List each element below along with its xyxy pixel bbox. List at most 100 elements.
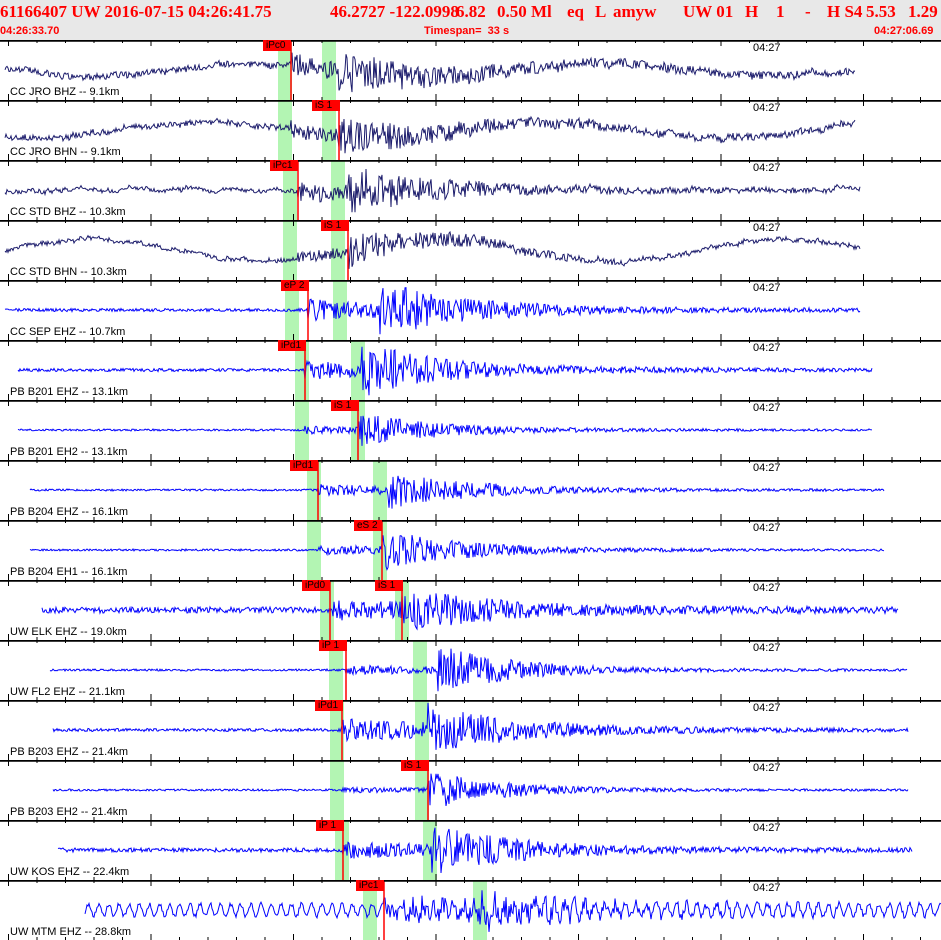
channel-trace-area xyxy=(0,820,941,880)
station-label: CC JRO BHZ -- 9.1km xyxy=(10,86,120,98)
event-network: UW 01 xyxy=(683,2,734,21)
pick-window xyxy=(285,280,299,340)
channel-trace-area xyxy=(0,880,941,940)
phase-pick-flag[interactable]: iPd1 xyxy=(315,700,343,711)
station-label: CC STD BHN -- 10.3km xyxy=(10,266,127,278)
event-type: eq xyxy=(567,2,584,21)
seismogram-panel[interactable]: 04:27 CC JRO BHZ -- 9.1km iPc0 04:27 CC JRO … xyxy=(0,40,941,940)
channel-row[interactable]: 04:27 PB B204 EH1 -- 16.1km eS 2 xyxy=(0,520,941,580)
event-id: 61166407 UW 2016-07-15 04:26:41.75 xyxy=(0,2,272,21)
event-flag: L xyxy=(595,2,607,21)
waveform xyxy=(49,648,908,692)
pick-window xyxy=(473,880,487,940)
channel-trace-area xyxy=(0,700,941,760)
channel-row[interactable]: 04:27 UW FL2 EHZ -- 21.1km iP 1 xyxy=(0,640,941,700)
phase-pick-flag[interactable]: iS 1 xyxy=(312,100,340,111)
phase-pick-flag[interactable]: iS 1 xyxy=(401,760,429,771)
event-field-2: 1 xyxy=(776,2,785,21)
channel-trace-area xyxy=(0,640,941,700)
phase-pick-flag[interactable]: iPd0 xyxy=(302,580,330,591)
channel-row[interactable]: 04:27 UW ELK EHZ -- 19.0km iPd0 iS 1 xyxy=(0,580,941,640)
channel-row[interactable]: 04:27 UW KOS EHZ -- 22.4km iP 1 xyxy=(0,820,941,880)
phase-pick-flag[interactable]: eP 2 xyxy=(281,280,309,291)
station-label: UW FL2 EHZ -- 21.1km xyxy=(10,686,125,698)
event-location: 46.2727 -122.0998 xyxy=(330,2,459,21)
phase-pick-flag[interactable]: iP 1 xyxy=(316,820,344,831)
waveform xyxy=(17,415,873,446)
phase-pick-flag[interactable]: iPc1 xyxy=(356,880,384,891)
pick-window xyxy=(322,100,336,160)
event-field-4: H S4 xyxy=(827,2,863,21)
end-time: 04:27:06.69 xyxy=(874,25,934,37)
minute-label: 04:27 xyxy=(753,282,781,294)
waveform xyxy=(29,475,885,509)
waveform xyxy=(52,702,909,750)
channel-row[interactable]: 04:27 PB B204 EHZ -- 16.1km iPd1 xyxy=(0,460,941,520)
minute-label: 04:27 xyxy=(753,402,781,414)
channel-row[interactable]: 04:27 CC SEP EHZ -- 10.7km eP 2 xyxy=(0,280,941,340)
channel-row[interactable]: 04:27 CC JRO BHN -- 9.1km iS 1 xyxy=(0,100,941,160)
channel-trace-area xyxy=(0,520,941,580)
phase-pick-flag[interactable]: iPd1 xyxy=(278,340,306,351)
pick-window xyxy=(373,460,387,520)
waveform xyxy=(4,230,861,269)
phase-pick-flag[interactable]: iS 1 xyxy=(321,220,349,231)
phase-pick-flag[interactable]: eS 2 xyxy=(354,520,382,531)
channel-trace-area xyxy=(0,160,941,220)
pick-window xyxy=(330,760,344,820)
pick-window xyxy=(373,520,387,580)
minute-label: 04:27 xyxy=(753,342,781,354)
station-label: PB B203 EHZ -- 21.4km xyxy=(10,746,128,758)
start-time: 04:26:33.70 xyxy=(0,25,60,37)
phase-pick-flag[interactable]: iPd1 xyxy=(290,460,318,471)
channel-trace-area xyxy=(0,760,941,820)
minute-label: 04:27 xyxy=(753,702,781,714)
phase-pick-flag[interactable]: iS 1 xyxy=(375,580,403,591)
phase-pick-flag[interactable]: iPc1 xyxy=(270,160,298,171)
station-label: PB B204 EHZ -- 16.1km xyxy=(10,506,128,518)
pick-window xyxy=(278,40,292,100)
event-header: 61166407 UW 2016-07-15 04:26:41.75 46.27… xyxy=(0,0,941,40)
waveform xyxy=(41,593,899,631)
channel-row[interactable]: 04:27 CC STD BHZ -- 10.3km iPc1 xyxy=(0,160,941,220)
pick-window xyxy=(413,640,427,700)
minute-label: 04:27 xyxy=(753,222,781,234)
station-label: PB B201 EH2 -- 13.1km xyxy=(10,446,128,458)
channel-row[interactable]: 04:27 PB B203 EH2 -- 21.4km iS 1 xyxy=(0,760,941,820)
channel-row[interactable]: 04:27 PB B201 EHZ -- 13.1km iPd1 xyxy=(0,340,941,400)
waveform xyxy=(57,827,913,874)
channel-row[interactable]: 04:27 CC STD BHN -- 10.3km iS 1 xyxy=(0,220,941,280)
minute-label: 04:27 xyxy=(753,582,781,594)
phase-pick-flag[interactable]: iP 1 xyxy=(319,640,347,651)
channel-row[interactable]: 04:27 UW MTM EHZ -- 28.8km iPc1 xyxy=(0,880,941,940)
station-label: UW ELK EHZ -- 19.0km xyxy=(10,626,127,638)
waveform xyxy=(29,535,885,571)
timespan: Timespan= 33 s xyxy=(424,25,510,37)
event-source: amyw xyxy=(613,2,657,21)
station-label: UW MTM EHZ -- 28.8km xyxy=(10,926,131,938)
channel-row[interactable]: 04:27 PB B203 EHZ -- 21.4km iPd1 xyxy=(0,700,941,760)
channel-trace-area xyxy=(0,40,941,100)
event-value-2: 1.29 xyxy=(908,2,938,21)
waveform xyxy=(52,773,909,806)
phase-pick-flag[interactable]: iS 1 xyxy=(331,400,359,411)
minute-label: 04:27 xyxy=(753,162,781,174)
waveform xyxy=(4,52,856,93)
phase-pick-flag[interactable]: iPc0 xyxy=(263,40,291,51)
minute-label: 04:27 xyxy=(753,882,781,894)
minute-label: 04:27 xyxy=(753,462,781,474)
minute-label: 04:27 xyxy=(753,642,781,654)
minute-label: 04:27 xyxy=(753,762,781,774)
channel-row[interactable]: 04:27 CC JRO BHZ -- 9.1km iPc0 xyxy=(0,40,941,100)
pick-window xyxy=(278,100,292,160)
pick-window xyxy=(331,220,345,280)
channel-row[interactable]: 04:27 PB B201 EH2 -- 13.1km iS 1 xyxy=(0,400,941,460)
minute-label: 04:27 xyxy=(753,42,781,54)
channel-trace-area xyxy=(0,280,941,340)
event-value-1: 5.53 xyxy=(866,2,896,21)
event-field-3: - xyxy=(805,2,811,21)
station-label: CC STD BHZ -- 10.3km xyxy=(10,206,126,218)
minute-label: 04:27 xyxy=(753,522,781,534)
waveform xyxy=(4,168,861,213)
pick-window xyxy=(283,160,297,220)
